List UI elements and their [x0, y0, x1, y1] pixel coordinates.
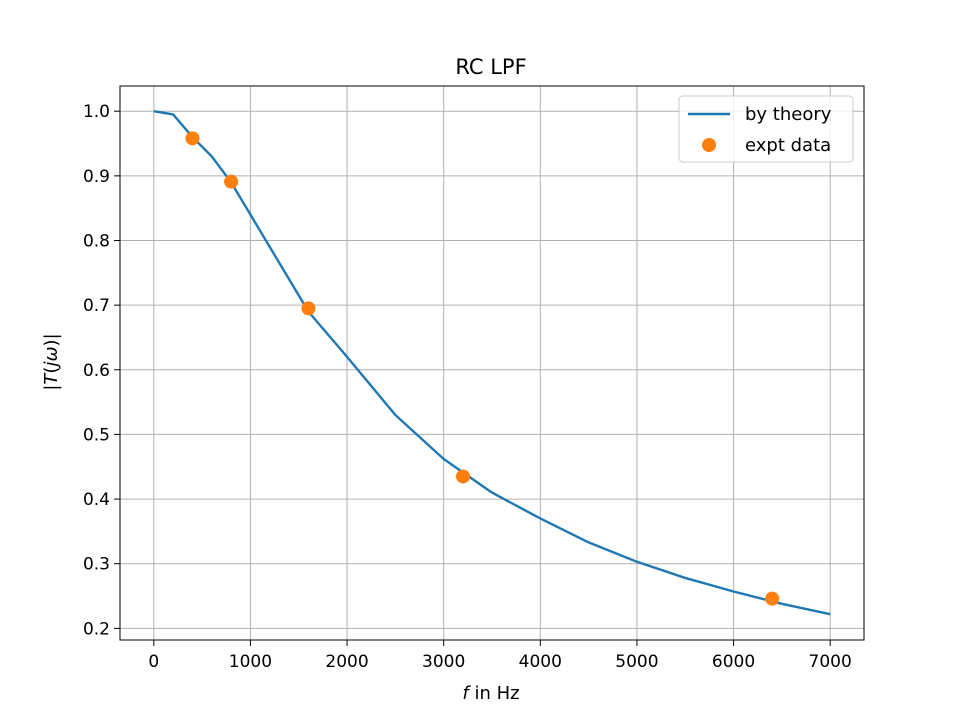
- series-line-by-theory: [153, 110, 831, 616]
- legend-swatch-expt-data: [702, 138, 716, 152]
- axes-frame: [119, 85, 865, 641]
- plot-area: [153, 110, 831, 616]
- x-axis-label: f in Hz: [462, 683, 519, 704]
- chart-title: RC LPF: [455, 55, 526, 79]
- x-tick-label: 2000: [325, 652, 368, 672]
- y-tick-label: 0.5: [83, 425, 110, 445]
- legend-label-by-theory: by theory: [745, 104, 832, 125]
- y-tick-label: 0.4: [83, 490, 110, 510]
- y-tick-label: 0.6: [83, 361, 110, 381]
- grid: [120, 86, 864, 640]
- x-tick-label: 3000: [422, 652, 465, 672]
- y-tick-label: 0.2: [83, 619, 110, 639]
- data-point-expt-data: [224, 174, 239, 189]
- x-tick-label: 1000: [229, 652, 272, 672]
- y-tick-label: 0.3: [83, 555, 110, 575]
- y-tick-label: 0.8: [83, 231, 110, 251]
- y-axis: 0.2 0.3 0.4 0.5 0.6 0.7 0.8 0.9 1.0: [83, 102, 120, 639]
- y-axis-label: |T(jω)|: [41, 333, 62, 390]
- x-axis: 0 1000 2000 3000 4000 5000 6000 7000: [148, 640, 852, 672]
- data-point-expt-data: [456, 469, 471, 484]
- data-point-expt-data: [765, 591, 780, 606]
- legend: by theory expt data: [678, 95, 854, 163]
- y-tick-label: 0.9: [83, 167, 110, 187]
- x-tick-label: 4000: [519, 652, 562, 672]
- x-tick-label: 5000: [615, 652, 658, 672]
- data-point-expt-data: [185, 131, 200, 146]
- x-tick-label: 0: [148, 652, 159, 672]
- y-tick-label: 0.7: [83, 296, 110, 316]
- y-tick-label: 1.0: [83, 102, 110, 122]
- x-tick-label: 7000: [809, 652, 852, 672]
- legend-label-expt-data: expt data: [745, 135, 831, 156]
- legend-box: [678, 95, 854, 163]
- x-tick-label: 6000: [712, 652, 755, 672]
- data-point-expt-data: [301, 301, 316, 316]
